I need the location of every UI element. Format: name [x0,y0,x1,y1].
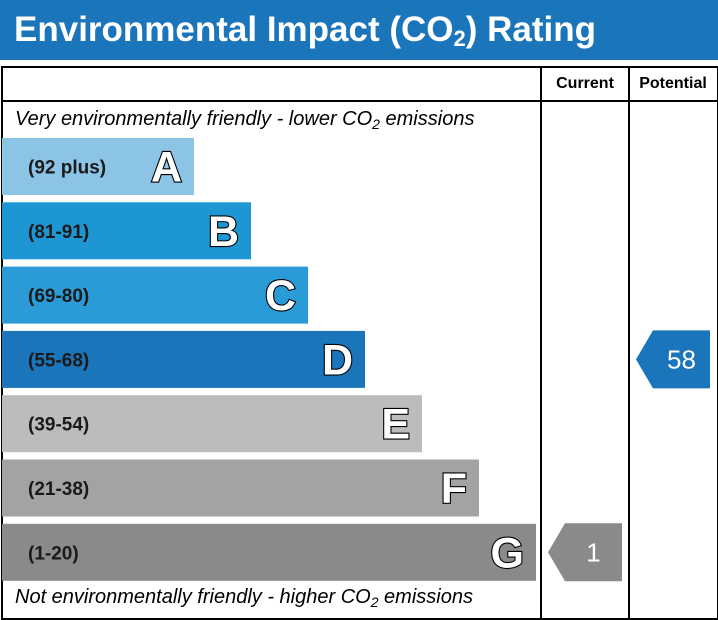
bottom-caption-main: Not environmentally friendly - higher CO [15,586,371,608]
bottom-caption-subscript: 2 [370,594,379,610]
header-divider [1,100,717,102]
potential-rating-value: 58 [667,344,696,374]
band-a-bar [2,138,194,195]
band-b-range: (81-91) [28,222,89,243]
top-caption: Very environmentally friendly - lower CO… [15,108,474,131]
top-caption-subscript: 2 [372,116,380,132]
band-b-letter: B [208,208,239,256]
potential-rating-arrow [636,330,710,389]
band-d-range: (55-68) [28,350,89,371]
title-main: Environmental Impact (CO [14,10,454,49]
bottom-caption: Not environmentally friendly - higher CO… [15,586,473,609]
band-g-bar [2,523,536,581]
band-a-range: (92 plus) [28,158,106,179]
band-c-letter: C [265,272,296,320]
potential-column-header: Potential [639,75,707,92]
potential-column-divider [628,68,630,618]
band-g-letter: G [491,529,524,577]
title-subscript: 2 [453,26,466,51]
band-a-letter: A [151,144,182,192]
current-rating-arrow [548,523,622,582]
band-b-bar [2,202,251,260]
current-column-header: Current [556,75,614,92]
band-f-letter: F [441,465,467,513]
band-f-range: (21-38) [28,479,89,500]
band-e-range: (39-54) [28,415,89,436]
page-title: Environmental Impact (CO2) Rating [14,9,596,51]
current-rating-value: 1 [586,537,600,567]
bottom-caption-end: emissions [378,586,473,608]
title-bar: Environmental Impact (CO2) Rating [0,0,718,60]
band-g-range: (1-20) [28,543,79,564]
top-caption-main: Very environmentally friendly - lower CO [15,108,373,130]
band-c-range: (69-80) [28,286,89,307]
band-f-bar [2,459,479,517]
title-end: ) Rating [465,10,597,49]
band-d-bar [2,330,365,388]
top-caption-end: emissions [379,108,475,130]
band-c-bar [2,266,308,324]
band-e-bar [2,395,422,453]
current-column-divider [540,68,542,618]
band-d-letter: D [322,336,353,384]
band-e-letter: E [381,401,410,449]
